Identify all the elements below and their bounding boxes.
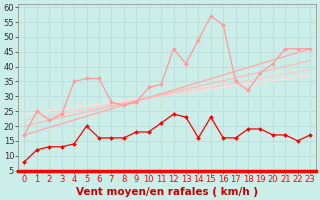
X-axis label: Vent moyen/en rafales ( km/h ): Vent moyen/en rafales ( km/h ) [76,187,258,197]
